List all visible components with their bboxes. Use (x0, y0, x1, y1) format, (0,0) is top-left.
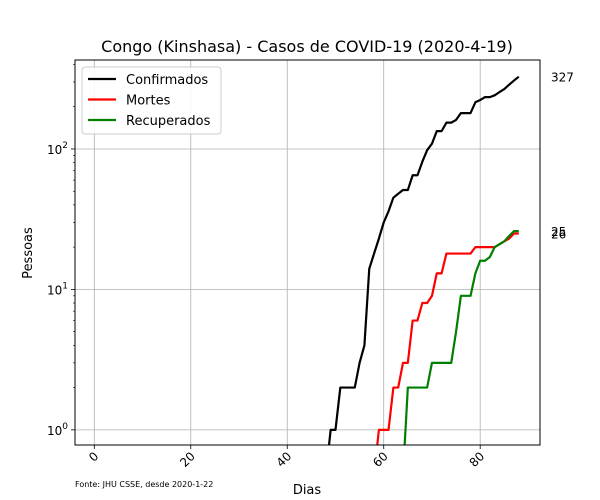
chart-title: Congo (Kinshasa) - Casos de COVID-19 (20… (101, 37, 513, 56)
source-note: Fonte: JHU CSSE, desde 2020-1-22 (75, 480, 213, 489)
y-tick-label: 102 (47, 141, 68, 157)
y-axis-label: Pessoas (21, 227, 36, 279)
y-axis: 100 101 102 (47, 64, 75, 438)
legend: Confirmados Mortes Recuperados (81, 66, 222, 135)
y-tick-label: 100 (47, 422, 68, 438)
y-tick-label: 101 (47, 281, 68, 297)
series-line-recuperados (403, 230, 519, 445)
end-label-confirmados: 327 (551, 71, 574, 85)
series-line-confirmados (327, 75, 520, 445)
legend-label: Mortes (126, 94, 171, 109)
series-layer (327, 75, 520, 445)
legend-box (81, 66, 222, 135)
end-label-recuperados: 25 (551, 225, 566, 239)
plot-frame (74, 59, 541, 446)
legend-label: Recuperados (126, 114, 211, 129)
x-axis-label: Dias (293, 483, 322, 498)
end-label-mortes: 26 (551, 228, 566, 242)
legend-label: Confirmados (126, 73, 208, 88)
